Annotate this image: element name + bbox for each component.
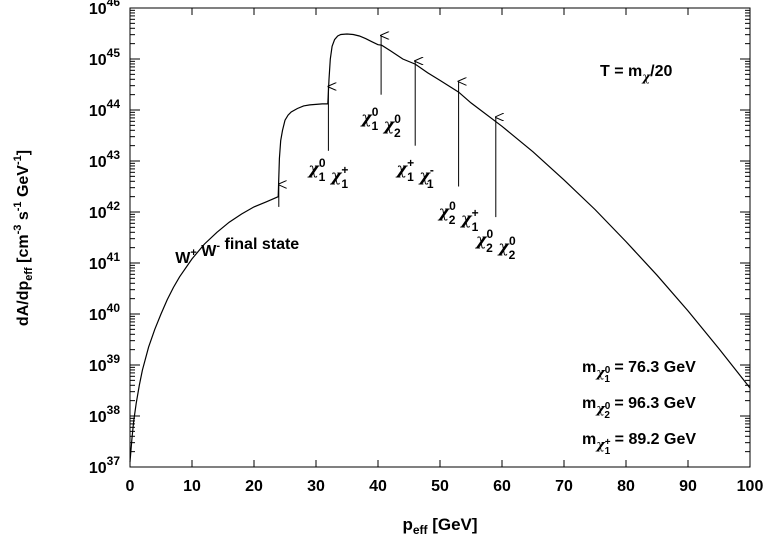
mass-labels: mχ0 1 = 76.3 GeV mχ0 2 = 96.3 GeV mχ+ 1 = 89.… <box>582 359 696 457</box>
y-tick-exponent: 42 <box>107 199 121 213</box>
y-tick-exponent: 44 <box>107 97 121 111</box>
y-tick-base: 10 <box>89 409 107 426</box>
y-tick-base: 10 <box>89 460 107 477</box>
y-tick-exponent: 38 <box>107 403 121 417</box>
y-tick-label: 1039 <box>89 352 120 375</box>
x-axis-label: peff [GeV] <box>402 515 477 537</box>
y-tick-base: 10 <box>89 52 107 69</box>
y-tick-base: 10 <box>89 103 107 120</box>
y-tick-base: 10 <box>89 307 107 324</box>
y-tick-exponent: 45 <box>107 46 121 60</box>
mass-label: mχ0 1 = 76.3 GeV <box>582 359 696 385</box>
annotation-label: χ+ 1 χ-1 <box>396 156 434 191</box>
y-tick-base: 10 <box>89 154 107 171</box>
mass-label: mχ0 2 = 96.3 GeV <box>582 395 696 421</box>
x-tick-label: 0 <box>126 478 135 495</box>
y-tick-label: 1044 <box>89 97 120 120</box>
y-tick-base: 10 <box>89 1 107 18</box>
y-tick-label: 1041 <box>89 250 120 273</box>
y-tick-exponent: 39 <box>107 352 121 366</box>
x-tick-label: 70 <box>555 478 573 495</box>
y-tick-exponent: 40 <box>107 301 121 315</box>
y-tick-exponent: 43 <box>107 148 121 162</box>
y-tick-exponent: 46 <box>107 0 121 9</box>
annotation-label: χ0 2 χ+ 1 <box>438 199 479 234</box>
x-tick-label: 60 <box>493 478 511 495</box>
x-tick-label: 90 <box>679 478 697 495</box>
annotation-label: χ0 1 χ0 2 <box>360 105 401 140</box>
annotation-label: χ0 1 χ+ 1 <box>307 156 348 191</box>
y-tick-label: 1040 <box>89 301 120 324</box>
y-tick-base: 10 <box>89 256 107 273</box>
y-tick-label: 1046 <box>89 0 120 18</box>
y-tick-label: 1045 <box>89 46 120 69</box>
annotation-label: W+ W- final state <box>175 236 299 267</box>
axis-ticks <box>129 7 751 468</box>
y-tick-label: 1037 <box>89 454 120 477</box>
x-tick-label: 80 <box>617 478 635 495</box>
annotation-label: χ0 2 χ0 2 <box>475 227 516 262</box>
x-tick-labels: 0 10 20 30 40 50 60 70 80 90 100 <box>126 478 764 495</box>
x-tick-label: 30 <box>307 478 325 495</box>
y-axis-label: dA/dpeff [cm-3 s-1 GeV-1] <box>12 150 35 326</box>
y-tick-base: 10 <box>89 358 107 375</box>
x-tick-label: 100 <box>737 478 764 495</box>
y-tick-label: 1038 <box>89 403 120 426</box>
y-tick-label: 1042 <box>89 199 120 222</box>
x-tick-label: 20 <box>245 478 263 495</box>
mass-label: mχ+ 1 = 89.2 GeV <box>582 431 696 457</box>
y-tick-label: 1043 <box>89 148 120 171</box>
y-tick-exponent: 41 <box>107 250 121 264</box>
x-tick-label: 40 <box>369 478 387 495</box>
y-tick-base: 10 <box>89 205 107 222</box>
temperature-label: T = mχ/20 <box>600 63 672 84</box>
x-tick-label: 50 <box>431 478 449 495</box>
y-tick-exponent: 37 <box>107 454 121 468</box>
x-tick-label: 10 <box>183 478 201 495</box>
